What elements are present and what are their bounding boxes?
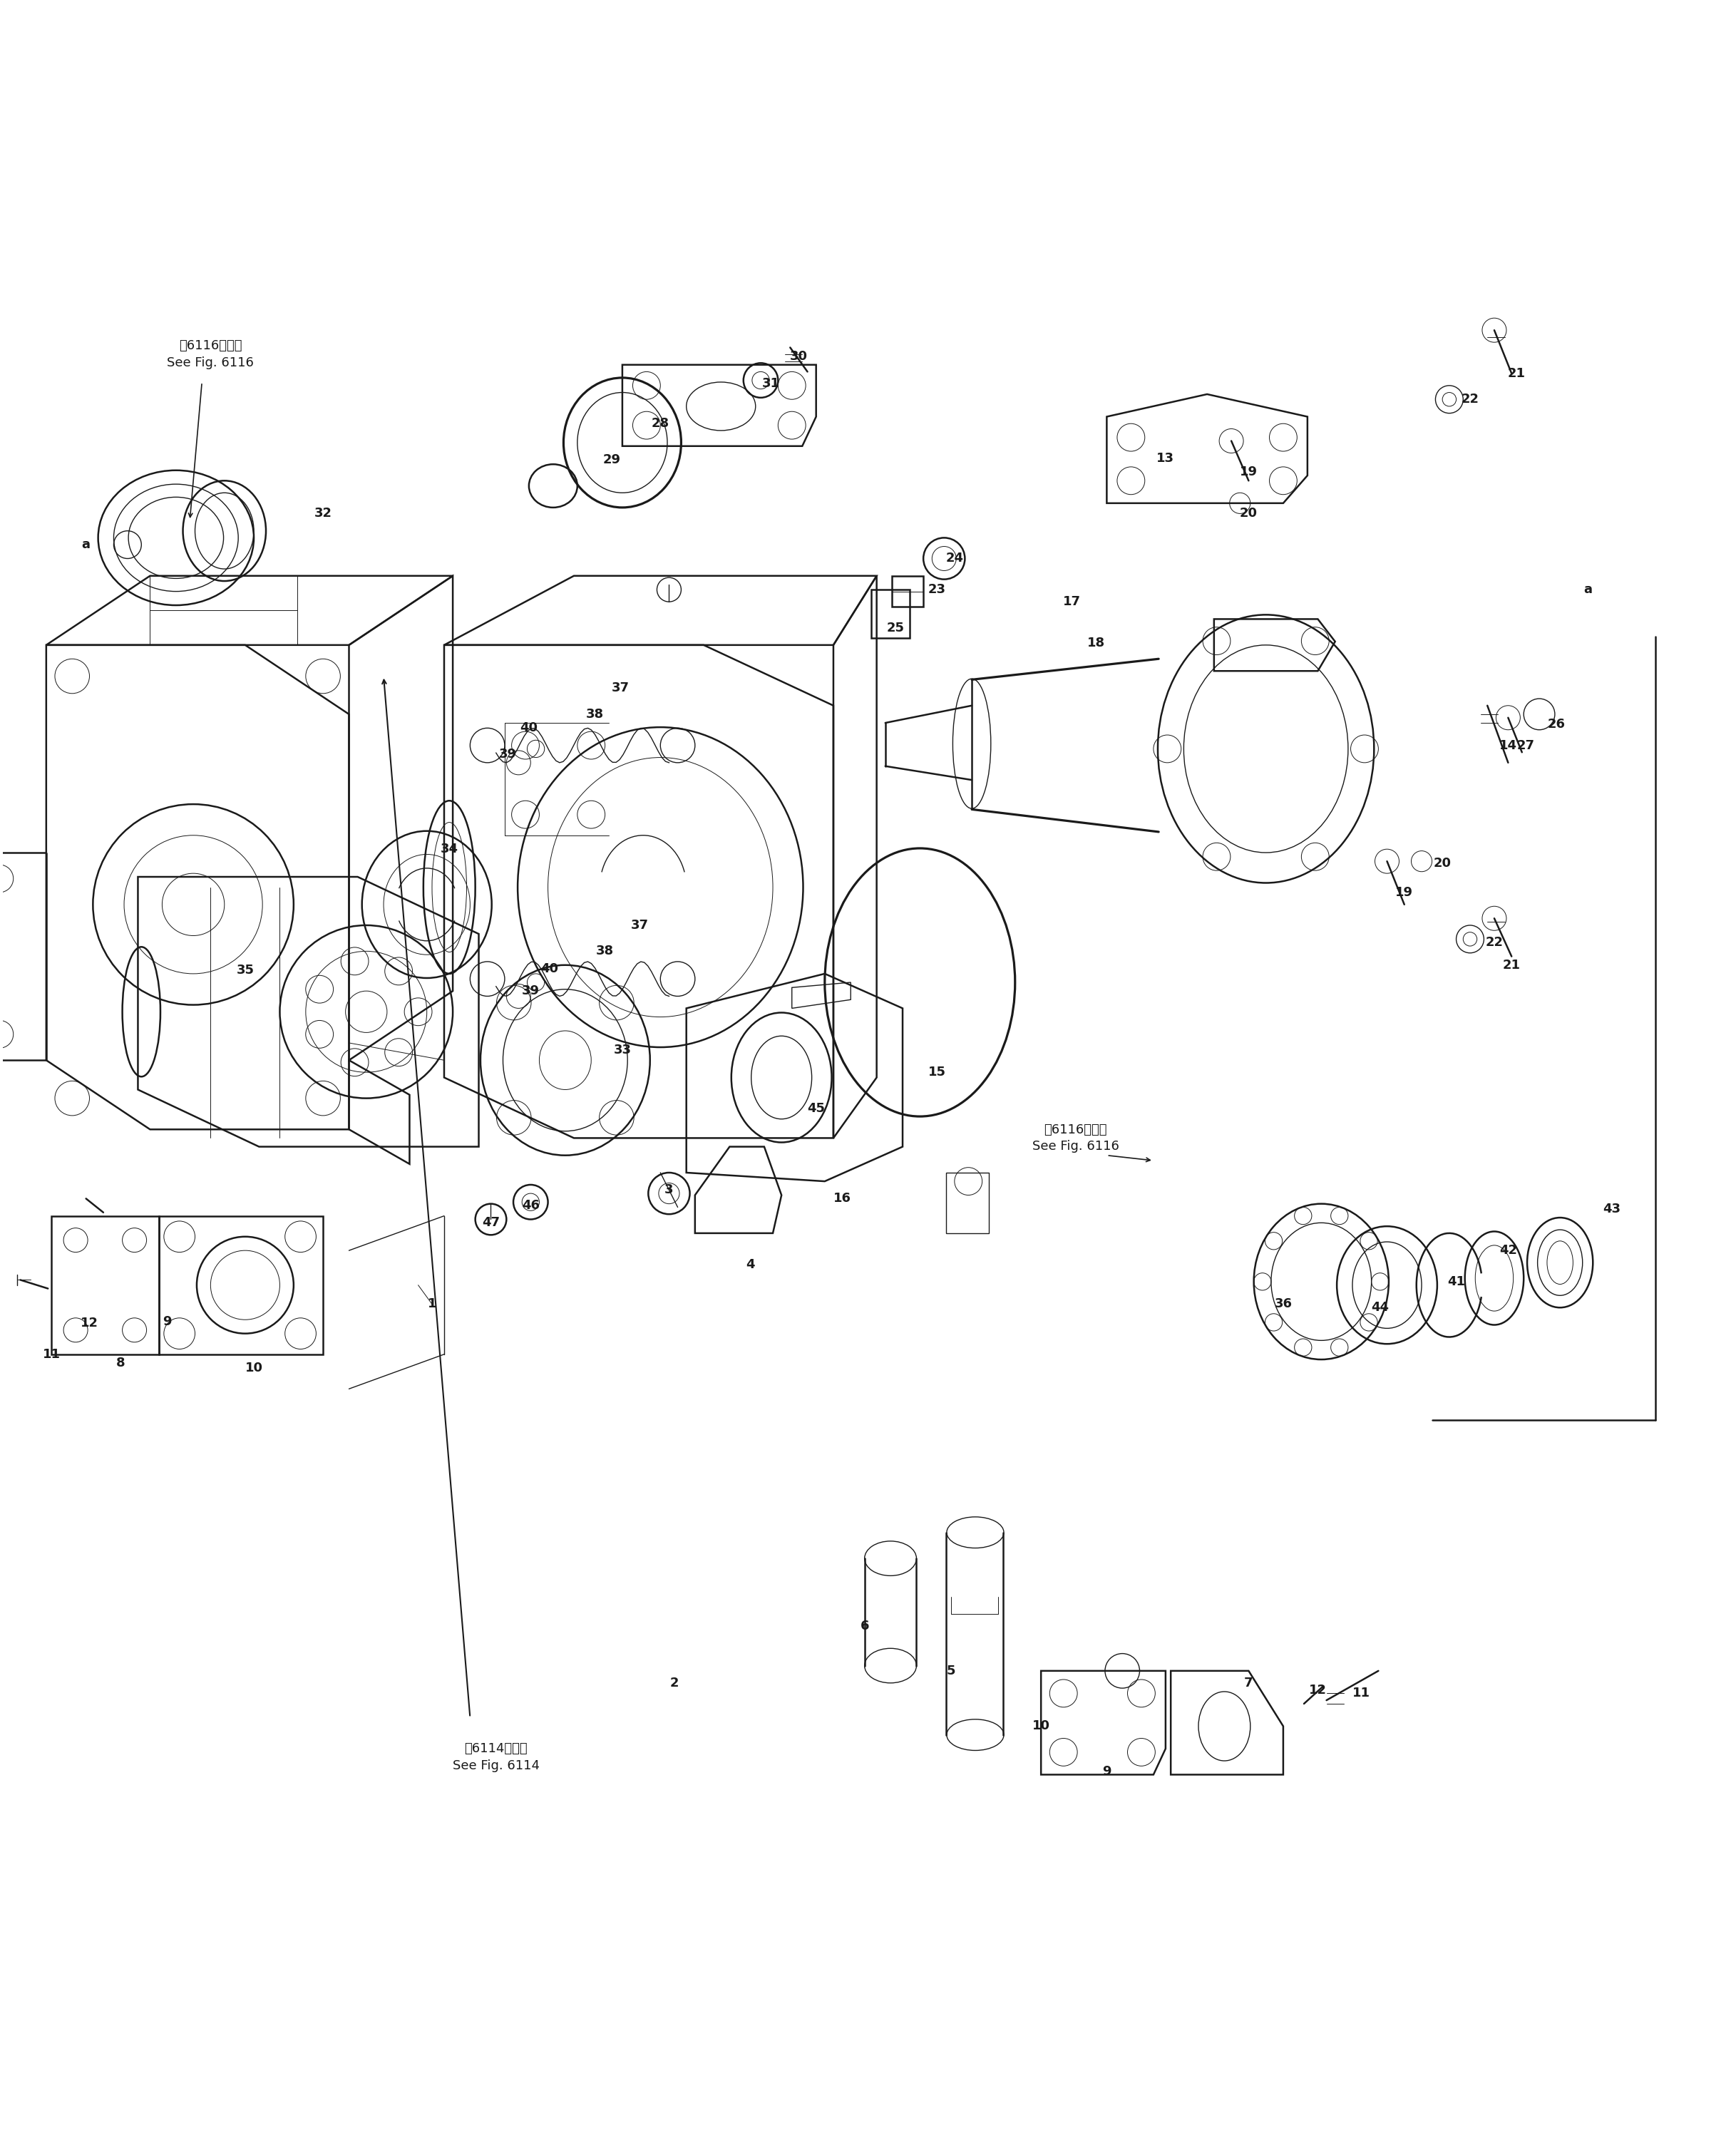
Text: 21: 21 bbox=[1503, 959, 1521, 972]
Bar bbox=[871, 590, 910, 638]
Text: 9: 9 bbox=[163, 1315, 172, 1327]
Text: 27: 27 bbox=[1517, 739, 1535, 752]
Text: 10: 10 bbox=[245, 1362, 262, 1375]
Text: 14: 14 bbox=[1500, 739, 1517, 752]
Text: 16: 16 bbox=[833, 1192, 851, 1205]
Text: 37: 37 bbox=[611, 681, 630, 694]
Text: 37: 37 bbox=[630, 918, 649, 931]
Text: 45: 45 bbox=[807, 1101, 825, 1114]
Text: 17: 17 bbox=[1062, 595, 1082, 608]
Text: 10: 10 bbox=[1033, 1720, 1050, 1733]
Text: 2: 2 bbox=[670, 1677, 679, 1690]
Text: 21: 21 bbox=[1509, 366, 1526, 379]
Text: 31: 31 bbox=[762, 377, 779, 390]
Text: 46: 46 bbox=[523, 1198, 540, 1211]
Text: 26: 26 bbox=[1549, 718, 1566, 731]
Text: 6: 6 bbox=[859, 1618, 870, 1631]
Text: 19: 19 bbox=[1240, 465, 1257, 478]
Text: 12: 12 bbox=[80, 1317, 99, 1330]
Text: 30: 30 bbox=[790, 349, 807, 362]
Text: 32: 32 bbox=[314, 506, 332, 519]
Text: 19: 19 bbox=[1396, 886, 1413, 899]
Text: 23: 23 bbox=[929, 584, 946, 597]
Text: 35: 35 bbox=[236, 963, 253, 976]
Text: a: a bbox=[1583, 584, 1592, 597]
Text: 15: 15 bbox=[929, 1067, 946, 1080]
Text: 8: 8 bbox=[116, 1355, 125, 1368]
Text: 20: 20 bbox=[1240, 506, 1257, 519]
Text: 29: 29 bbox=[602, 453, 621, 465]
Text: 9: 9 bbox=[1102, 1765, 1111, 1778]
Text: 3: 3 bbox=[665, 1183, 674, 1196]
Text: 41: 41 bbox=[1448, 1276, 1465, 1289]
Text: 18: 18 bbox=[1087, 638, 1106, 649]
Text: a: a bbox=[82, 539, 90, 552]
Text: 38: 38 bbox=[595, 944, 615, 957]
Text: 1: 1 bbox=[427, 1297, 436, 1310]
Text: 39: 39 bbox=[523, 985, 540, 998]
Text: 34: 34 bbox=[441, 843, 458, 856]
Text: 22: 22 bbox=[1462, 392, 1479, 405]
Text: 7: 7 bbox=[1245, 1677, 1253, 1690]
Text: 40: 40 bbox=[540, 961, 559, 974]
Text: 24: 24 bbox=[946, 552, 963, 565]
Text: 42: 42 bbox=[1500, 1243, 1517, 1256]
Text: 39: 39 bbox=[500, 748, 517, 761]
Text: 36: 36 bbox=[1274, 1297, 1292, 1310]
Text: 28: 28 bbox=[651, 418, 670, 431]
Text: 43: 43 bbox=[1602, 1202, 1621, 1215]
Text: 38: 38 bbox=[585, 707, 604, 720]
Text: 13: 13 bbox=[1156, 453, 1175, 465]
Text: 33: 33 bbox=[613, 1043, 632, 1056]
Text: 47: 47 bbox=[483, 1215, 500, 1228]
Bar bbox=[946, 1172, 990, 1233]
Text: 第6116図参照
See Fig. 6116: 第6116図参照 See Fig. 6116 bbox=[1033, 1123, 1120, 1153]
Text: 25: 25 bbox=[887, 621, 904, 634]
Text: 第6114図参照
See Fig. 6114: 第6114図参照 See Fig. 6114 bbox=[453, 1743, 540, 1771]
Text: 22: 22 bbox=[1486, 935, 1503, 948]
Text: 11: 11 bbox=[1352, 1687, 1370, 1700]
Text: 5: 5 bbox=[946, 1664, 955, 1677]
Text: 12: 12 bbox=[1309, 1683, 1326, 1696]
Text: 20: 20 bbox=[1434, 856, 1451, 868]
Bar bbox=[892, 575, 924, 608]
Text: 44: 44 bbox=[1371, 1302, 1389, 1315]
Text: 4: 4 bbox=[746, 1259, 755, 1271]
Text: 第6116図参照
See Fig. 6116: 第6116図参照 See Fig. 6116 bbox=[167, 340, 253, 369]
Text: 40: 40 bbox=[521, 722, 538, 735]
Text: 11: 11 bbox=[42, 1347, 61, 1360]
